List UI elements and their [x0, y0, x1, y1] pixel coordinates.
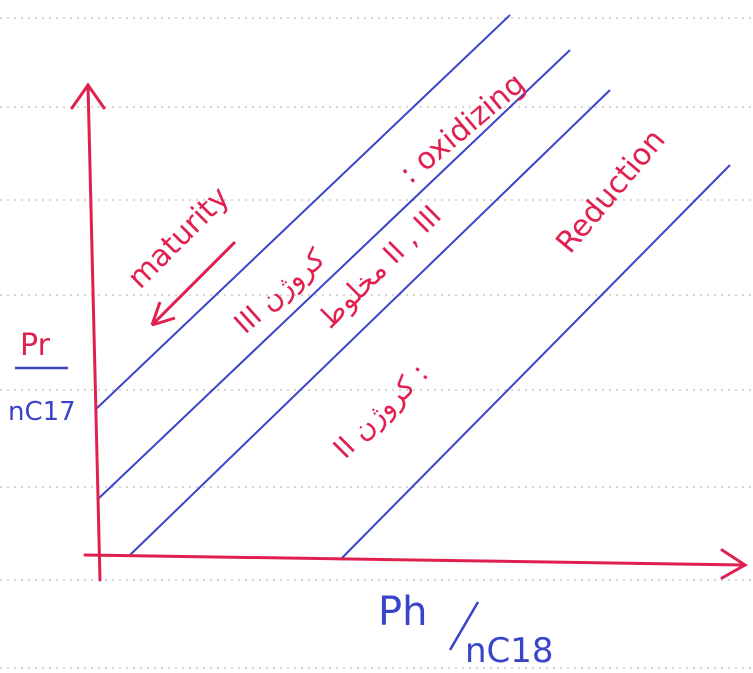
axes [70, 82, 748, 582]
boundary-line [94, 14, 511, 411]
oxidizing-label: : oxidizing [393, 66, 532, 191]
boundary-line [96, 49, 571, 501]
maturity-label: maturity [121, 180, 237, 296]
boundary-line [339, 164, 731, 561]
x-label-denominator: nC18 [465, 631, 554, 671]
reduction-label: Reduction [549, 123, 672, 260]
maturity-arrow [150, 240, 237, 327]
notebook-lines [0, 17, 753, 669]
fraction-slash [448, 601, 480, 651]
y-axis-arrow [70, 82, 106, 110]
x-label-numerator: Ph [378, 589, 427, 635]
x-axis [83, 553, 747, 567]
y-label-numerator: Pr [20, 328, 51, 363]
y-axis [86, 83, 102, 582]
boundary-lines [94, 14, 731, 561]
zone-label: II کروژن : [327, 357, 435, 465]
y-label-denominator: nC17 [8, 397, 76, 427]
x-axis-arrow [720, 548, 748, 580]
boundary-line [129, 89, 611, 556]
